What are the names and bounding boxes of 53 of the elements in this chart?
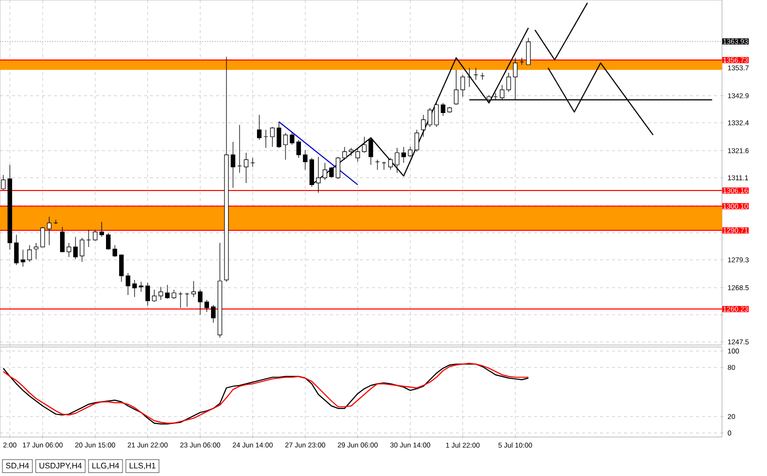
candlestick xyxy=(302,150,308,170)
candlestick xyxy=(119,254,124,282)
candlestick xyxy=(126,272,130,296)
candlestick xyxy=(132,280,137,298)
candlestick xyxy=(454,70,458,106)
text: USDJPY,H4 xyxy=(40,462,82,470)
candlestick xyxy=(362,136,367,154)
candlestick xyxy=(211,304,216,324)
candlestick xyxy=(270,126,275,148)
candlestick xyxy=(322,162,328,180)
candlestick xyxy=(46,216,52,246)
text: SD,H4 xyxy=(6,462,29,470)
candlestick xyxy=(506,72,511,92)
candlestick xyxy=(290,132,294,146)
candlestick xyxy=(60,226,65,252)
candlestick xyxy=(460,74,466,98)
candlestick xyxy=(152,289,157,302)
candlestick xyxy=(73,236,78,260)
candlestick xyxy=(172,289,176,300)
candlestick xyxy=(112,244,118,258)
candlestick xyxy=(394,148,400,174)
candlestick xyxy=(408,146,412,158)
candlestick xyxy=(138,281,144,292)
candlestick xyxy=(158,286,164,300)
candlestick xyxy=(388,158,393,170)
candlestick xyxy=(230,142,236,188)
candlestick xyxy=(34,242,38,260)
candlestick xyxy=(204,300,210,312)
candlestick xyxy=(434,102,439,128)
candlestick xyxy=(198,289,202,316)
candlestick xyxy=(191,280,196,298)
candlestick xyxy=(440,102,446,116)
candlestick xyxy=(66,242,72,258)
candlestick xyxy=(99,222,104,238)
candlestick xyxy=(257,114,262,140)
candlestick xyxy=(342,146,347,160)
candlestick xyxy=(145,282,150,306)
candlestick xyxy=(355,148,360,162)
candlestick xyxy=(40,226,45,248)
candlestick xyxy=(165,284,170,300)
candlestick xyxy=(14,234,19,266)
candlestick xyxy=(80,238,84,262)
candlestick xyxy=(106,232,111,250)
candlestick xyxy=(414,129,420,152)
candlestick xyxy=(244,152,248,184)
candlestick xyxy=(401,146,406,164)
text: LLS,H1 xyxy=(130,462,156,470)
candlestick xyxy=(1,174,6,190)
text: LLG,H4 xyxy=(92,462,120,470)
candlestick xyxy=(296,140,301,158)
candlestick xyxy=(421,114,426,138)
candlestick xyxy=(428,108,432,128)
candlestick xyxy=(368,137,374,166)
